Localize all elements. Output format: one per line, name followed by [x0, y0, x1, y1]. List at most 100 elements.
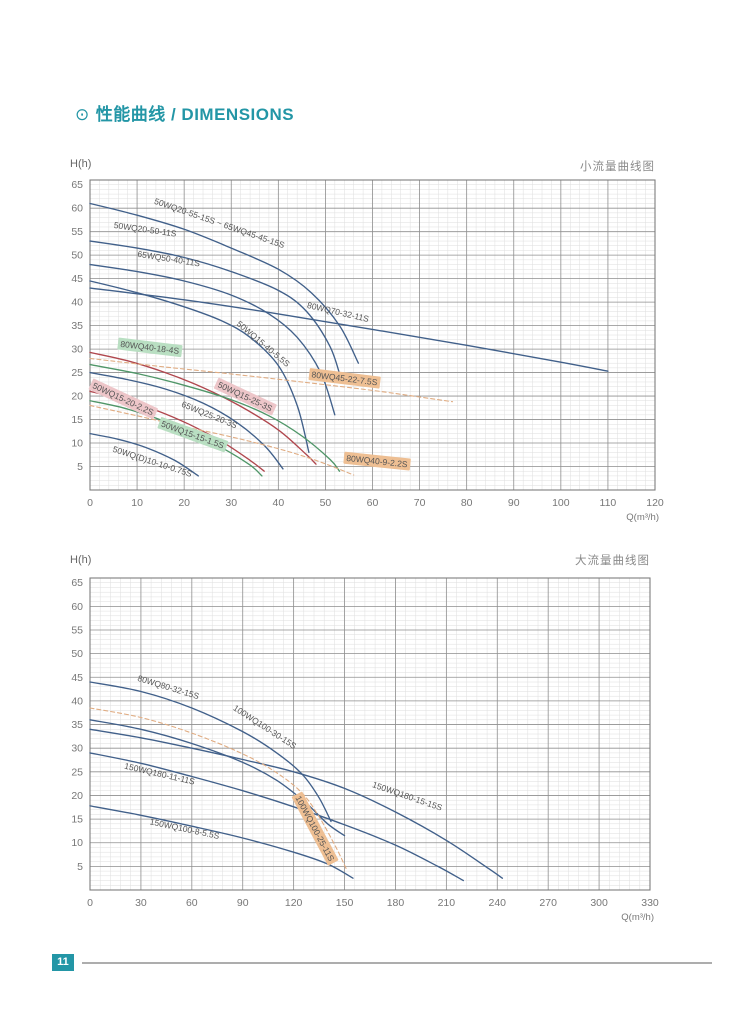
y-tick-label: 50 — [71, 648, 83, 660]
curve-label-50WQ15-20-2.2S: 50WQ15-20-2.2S — [91, 380, 155, 417]
curve-150WQ180-11-11S — [89, 752, 464, 882]
curve-label-100WQ100-30-15S: 100WQ100-30-15S — [231, 703, 298, 751]
x-tick-label: 60 — [367, 497, 379, 509]
y-tick-label: 5 — [77, 861, 83, 873]
y-tick-label: 15 — [71, 814, 83, 826]
y-tick-label: 10 — [71, 837, 83, 849]
x-tick-label: 30 — [225, 497, 237, 509]
curve-80WQ45-22-7.5S — [89, 357, 454, 403]
x-tick-label: 180 — [387, 897, 405, 909]
y-tick-label: 30 — [71, 344, 83, 356]
x-tick-label: 50 — [320, 497, 332, 509]
x-tick-label: 60 — [186, 897, 198, 909]
axis-ticks: 0 30 60 90 120 150 180 210 240 270 300 330 5 10 15 20 25… — [71, 577, 659, 923]
curve-label-50WQ20-55-15S ~ 65WQ45-45-15S: 50WQ20-55-15S ~ 65WQ45-45-15S — [153, 196, 286, 250]
y-tick-label: 25 — [71, 766, 83, 778]
y-axis-label: H(h) — [70, 158, 92, 170]
x-tick-label: 0 — [87, 897, 93, 909]
small-flow-chart-block: H(h) 小流量曲线图 0 10 20 30 40 50 60 70 80 90 100 110 120… — [0, 158, 750, 530]
y-tick-label: 65 — [71, 179, 83, 191]
curve-80WQ40-9-2.2S — [89, 404, 355, 476]
curve-label-highlight — [117, 337, 183, 358]
curve-label-group: 80WQ40-9-2.2S — [343, 451, 411, 471]
page-title: ⊙ 性能曲线 / DIMENSIONS — [75, 100, 294, 125]
x-tick-label: 100 — [552, 497, 570, 509]
curve-50WQ15-40-5.5S — [89, 280, 310, 454]
curve-label-50WQ15-15-1.5S: 50WQ15-15-1.5S — [160, 419, 226, 451]
x-tick-label: 30 — [135, 897, 147, 909]
chart-subtitle-large-flow: 大流量曲线图 — [575, 555, 650, 567]
curve-label-group: 80WQ40-18-4S — [117, 337, 183, 358]
y-tick-label: 20 — [71, 790, 83, 802]
curve-label-highlight — [308, 368, 381, 389]
curve-label-highlight — [343, 451, 411, 471]
curve-80WQ80-32-15S — [89, 681, 332, 823]
curve-label-group: 50WQ(D)10-10-0.75S — [111, 444, 193, 479]
small-flow-chart-canvas: 0 10 20 30 40 50 60 70 80 90 100 110 120 5 10 15 20 25 30 3… — [71, 179, 664, 523]
curve-80WQ40-18-4S — [89, 363, 341, 472]
x-unit-label: Q(m³/h) — [626, 512, 659, 523]
x-tick-label: 90 — [508, 497, 520, 509]
curve-label-group: 150WQ180-15-15S — [371, 779, 444, 812]
y-tick-label: 45 — [71, 672, 83, 684]
curve-150WQ180-15-15S — [89, 728, 504, 879]
curve-label-group: 50WQ20-50-11S — [113, 220, 177, 239]
y-tick-label: 60 — [71, 203, 83, 215]
curve-label-group: 100WQ100-30-15S — [231, 703, 298, 751]
curve-50WQ(D)10-10-0.75S — [89, 432, 199, 477]
y-tick-label: 20 — [71, 391, 83, 403]
curve-label-50WQ20-50-11S: 50WQ20-50-11S — [113, 220, 177, 239]
page-footer: 11 — [0, 952, 750, 982]
chart-subtitle-small-flow: 小流量曲线图 — [580, 161, 655, 173]
x-tick-label: 300 — [590, 897, 608, 909]
x-tick-label: 240 — [489, 897, 507, 909]
y-tick-label: 5 — [77, 461, 83, 473]
y-tick-label: 35 — [71, 320, 83, 332]
x-tick-label: 150 — [336, 897, 354, 909]
curve-label-highlight — [213, 377, 277, 416]
curve-label-group: 50WQ20-55-15S ~ 65WQ45-45-15S — [153, 196, 286, 250]
x-tick-label: 120 — [285, 897, 303, 909]
x-tick-label: 330 — [641, 897, 659, 909]
y-tick-label: 65 — [71, 577, 83, 589]
page-number-badge: 11 — [52, 954, 74, 971]
y-tick-label: 50 — [71, 250, 83, 262]
plot-border — [89, 577, 651, 891]
grid-minor — [89, 577, 651, 891]
curve-label-highlight — [88, 378, 158, 420]
axis-ticks: 0 10 20 30 40 50 60 70 80 90 100 110 120 5 10 15 20 25 30 3… — [71, 179, 664, 523]
x-tick-label: 10 — [131, 497, 143, 509]
curve-80WQ70-32-11S — [89, 287, 609, 372]
x-unit-label: Q(m³/h) — [621, 912, 654, 923]
x-tick-label: 270 — [539, 897, 557, 909]
x-tick-label: 120 — [646, 497, 664, 509]
x-tick-label: 70 — [414, 497, 426, 509]
y-tick-label: 55 — [71, 625, 83, 637]
x-tick-label: 20 — [178, 497, 190, 509]
page-title-text: 性能曲线 / DIMENSIONS — [95, 105, 295, 124]
large-flow-chart-block: H(h) 大流量曲线图 0 30 60 90 120 150 180 210 240 270 300… — [0, 548, 750, 932]
curve-label-group: 80WQ45-22-7.5S — [308, 368, 381, 389]
y-tick-label: 40 — [71, 297, 83, 309]
circled-dot-icon: ⊙ — [75, 105, 90, 124]
y-axis-label: H(h) — [70, 554, 92, 566]
curve-50WQ20-50-11S — [89, 240, 343, 383]
curve-label-highlight — [157, 417, 229, 453]
x-tick-label: 110 — [600, 497, 617, 509]
curve-100WQ100-30-15S — [89, 719, 346, 837]
curve-label-150WQ180-11-11S: 150WQ180-11-11S — [123, 761, 196, 787]
curve-label-50WQ15-40-5.5S: 50WQ15-40-5.5S — [235, 319, 292, 369]
y-tick-label: 45 — [71, 273, 83, 285]
curve-label-group: 150WQ180-11-11S — [123, 761, 196, 787]
x-tick-label: 90 — [237, 897, 249, 909]
y-tick-label: 15 — [71, 414, 83, 426]
footer-divider — [82, 962, 712, 964]
y-tick-label: 25 — [71, 367, 83, 379]
y-tick-label: 10 — [71, 438, 83, 450]
curve-label-highlight — [291, 791, 339, 866]
y-tick-label: 55 — [71, 226, 83, 238]
y-tick-label: 30 — [71, 743, 83, 755]
curve-50WQ20-55-15S ~ 65WQ45-45-15S — [89, 202, 360, 364]
x-tick-label: 0 — [87, 497, 93, 509]
